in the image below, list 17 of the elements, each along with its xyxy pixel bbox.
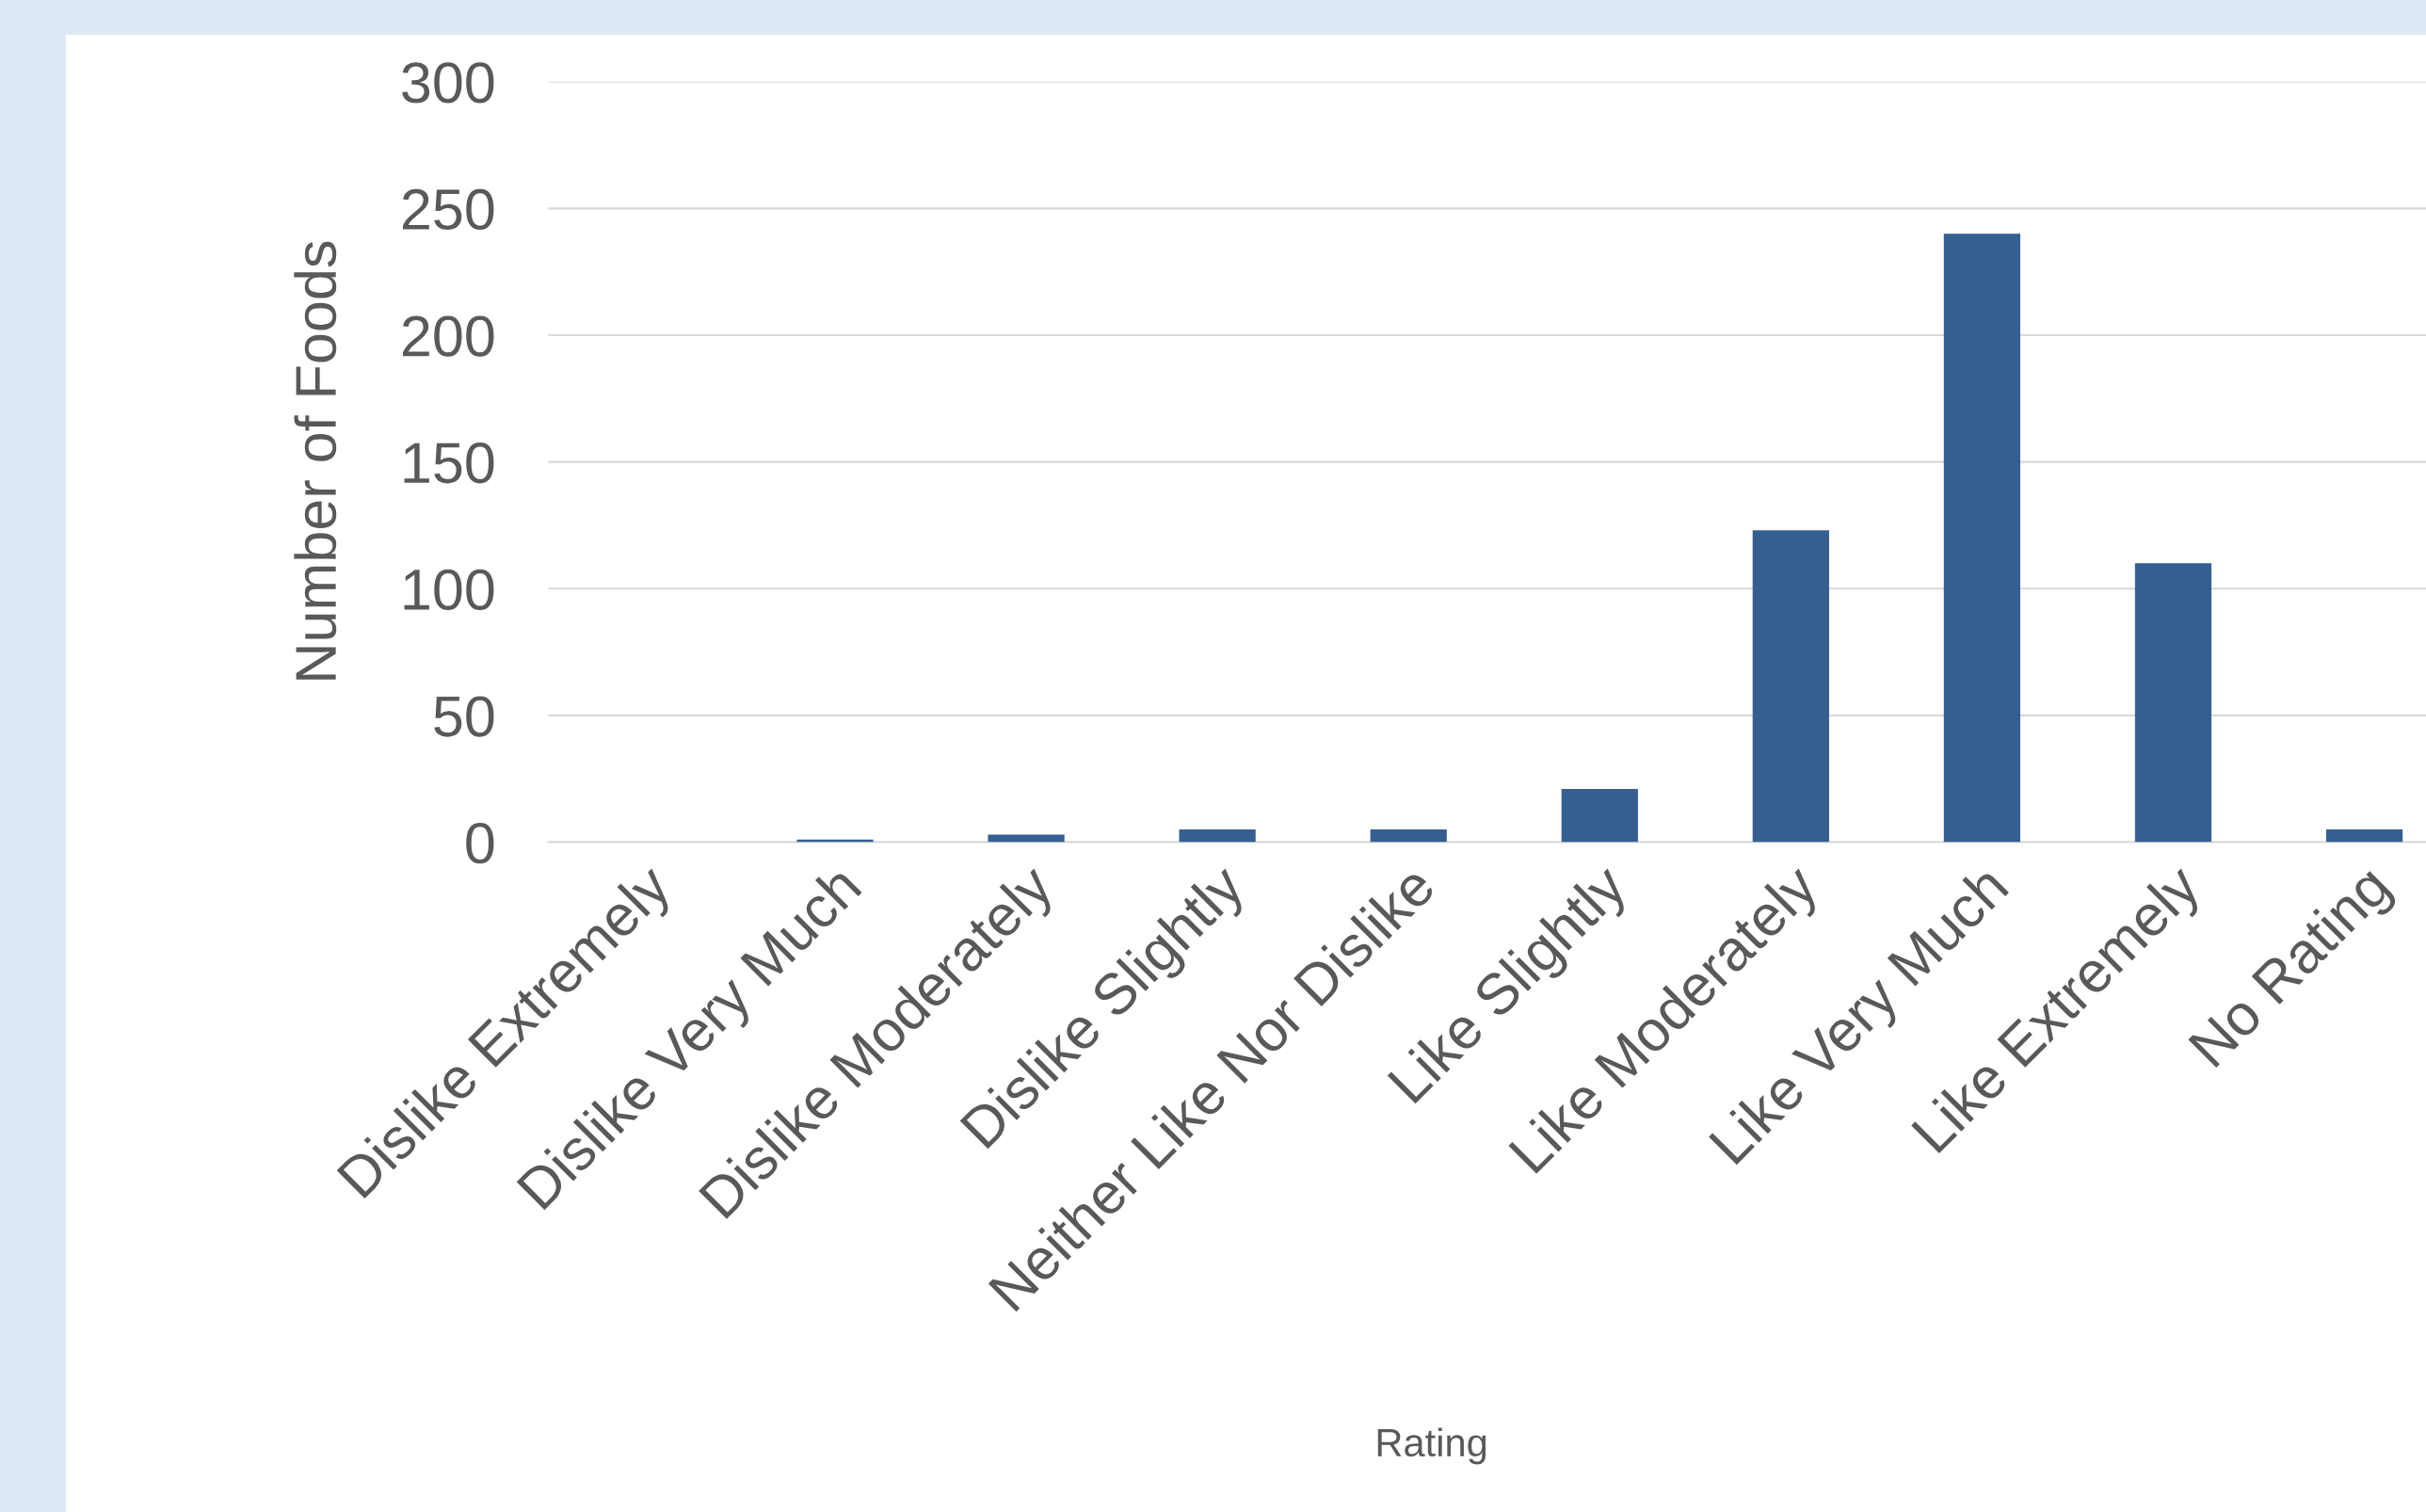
y-tick-label: 100: [404, 569, 494, 611]
y-tick-label: 250: [402, 188, 494, 231]
y-tick-label: 0: [466, 823, 494, 864]
x-axis-title: Rating: [1377, 1427, 1486, 1465]
y-tick-label: 200: [402, 315, 494, 357]
y-tick-label: 50: [434, 696, 494, 737]
bar: [988, 834, 1065, 843]
y-tick-label: 300: [402, 62, 494, 104]
bar: [1561, 788, 1638, 843]
bar: [2325, 829, 2403, 843]
y-tick-label: 150: [404, 442, 494, 484]
bar: [2134, 563, 2212, 843]
bar: [1370, 829, 1447, 843]
bar: [1943, 233, 2021, 843]
y-axis-title: Number of Foods: [294, 241, 337, 680]
bar: [1179, 829, 1256, 843]
bar: [1752, 530, 1829, 843]
